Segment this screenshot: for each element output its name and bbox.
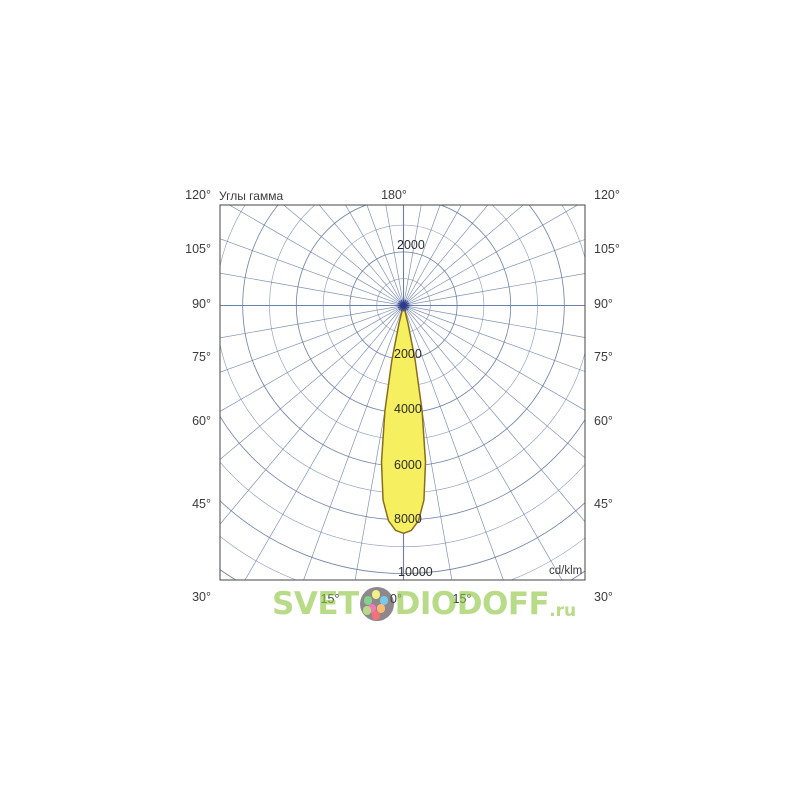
gamma-tick-right-3: 75° xyxy=(594,350,613,364)
radial-tick-2: 4000 xyxy=(394,402,422,416)
gamma-tick-left-0: 120° xyxy=(185,188,211,202)
gamma-tick-left-4: 60° xyxy=(192,414,211,428)
gamma-tick-bottom-1: 0° xyxy=(390,592,402,606)
gamma-tick-left-2: 90° xyxy=(192,297,211,311)
unit-label: cd/klm xyxy=(549,565,583,577)
gamma-tick-bottom-2: 15° xyxy=(452,592,472,606)
gamma-tick-right-4: 60° xyxy=(594,414,613,428)
radial-tick-1: 2000 xyxy=(394,347,422,361)
gamma-tick-left-6: 30° xyxy=(192,590,211,604)
radial-tick-4: 8000 xyxy=(394,512,422,526)
gamma-tick-right-0: 120° xyxy=(594,188,620,202)
gamma-tick-bottom-0: 15° xyxy=(320,592,340,606)
gamma-tick-right-2: 90° xyxy=(594,297,613,311)
gamma-tick-right-1: 105° xyxy=(594,242,620,256)
gamma-tick-right-5: 45° xyxy=(594,497,613,511)
radial-tick-5: 10000 xyxy=(398,565,433,579)
radial-tick-3: 6000 xyxy=(394,458,422,472)
gamma-tick-left-5: 45° xyxy=(192,497,211,511)
gamma-tick-right-6: 30° xyxy=(594,590,613,604)
gamma-tick-left-1: 105° xyxy=(185,242,211,256)
chart-title: Углы гамма xyxy=(219,189,284,203)
radial-tick-0: 2000 xyxy=(397,238,425,252)
gamma-tick-left-3: 75° xyxy=(192,350,211,364)
gamma-tick-top-0: 180° xyxy=(381,188,407,202)
